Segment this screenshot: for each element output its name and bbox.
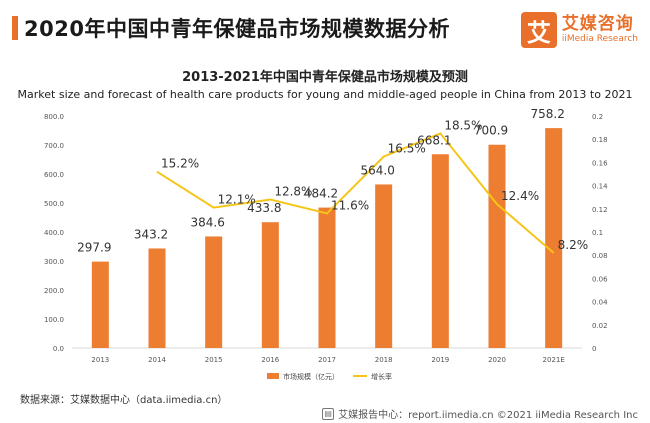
bar bbox=[91, 261, 109, 348]
x-tick-label: 2020 bbox=[488, 356, 506, 364]
bar-value-label: 343.2 bbox=[134, 227, 168, 241]
bar bbox=[431, 154, 449, 348]
bar bbox=[375, 184, 393, 348]
x-tick-label: 2016 bbox=[261, 356, 279, 364]
bar bbox=[148, 248, 166, 348]
bar-value-label: 297.9 bbox=[77, 241, 111, 255]
footer-text: 艾媒报告中心：report.iimedia.cn ©2021 iiMedia R… bbox=[338, 410, 638, 421]
bar-value-label: 700.9 bbox=[474, 124, 508, 138]
logo-name-en: iiMedia Research bbox=[561, 34, 638, 44]
brand-logo: 艾 艾媒咨询 iiMedia Research bbox=[520, 12, 638, 48]
y-left-tick-label: 300.0 bbox=[44, 258, 64, 266]
growth-value-label: 16.5% bbox=[388, 142, 426, 156]
y-right-tick-label: 0.18 bbox=[592, 136, 608, 144]
growth-value-label: 11.6% bbox=[331, 198, 369, 212]
growth-value-label: 8.2% bbox=[558, 238, 589, 252]
y-right-tick-label: 0.2 bbox=[592, 113, 603, 121]
y-right-tick-label: 0.16 bbox=[592, 159, 608, 167]
y-right-tick-label: 0.14 bbox=[592, 183, 608, 191]
growth-value-label: 18.5% bbox=[444, 118, 482, 132]
page-title: 2020年中国中青年保健品市场规模数据分析 bbox=[24, 17, 450, 41]
y-right-tick-label: 0.08 bbox=[592, 252, 608, 260]
y-right-tick-label: 0.04 bbox=[592, 299, 608, 307]
y-right-tick-label: 0.12 bbox=[592, 206, 608, 214]
bar bbox=[205, 236, 223, 348]
growth-line bbox=[156, 132, 555, 254]
logo-icon: 艾 bbox=[520, 12, 557, 48]
data-source: 数据来源：艾媒数据中心（data.iimedia.cn） bbox=[20, 395, 228, 406]
logo-name: 艾媒咨询 bbox=[561, 14, 634, 34]
bar bbox=[488, 144, 506, 348]
chart-subtitle: Market size and forecast of health care … bbox=[17, 88, 633, 101]
x-tick-label: 2014 bbox=[148, 356, 166, 364]
y-right-tick-label: 0.06 bbox=[592, 275, 608, 283]
y-left-tick-label: 500.0 bbox=[44, 200, 64, 208]
bar bbox=[261, 222, 279, 348]
bar-value-label: 484.2 bbox=[304, 187, 338, 201]
bar-value-label: 668.1 bbox=[417, 133, 451, 147]
legend-line-label: 增长率 bbox=[371, 372, 392, 381]
legend-bar-swatch bbox=[267, 373, 279, 379]
y-right-tick-label: 0.02 bbox=[592, 322, 608, 330]
growth-value-label: 12.4% bbox=[501, 189, 539, 203]
x-tick-label: 2021E bbox=[543, 356, 565, 364]
y-right-tick-label: 0 bbox=[592, 345, 596, 353]
growth-value-label: 12.1% bbox=[218, 193, 256, 207]
y-right-tick-label: 0.1 bbox=[592, 229, 603, 237]
growth-value-label: 15.2% bbox=[161, 157, 199, 171]
y-left-tick-label: 100.0 bbox=[44, 316, 64, 324]
bar-value-label: 384.6 bbox=[190, 215, 224, 229]
x-tick-label: 2017 bbox=[318, 356, 336, 364]
x-tick-label: 2015 bbox=[205, 356, 223, 364]
bar-value-label: 564.0 bbox=[360, 163, 394, 177]
bar bbox=[318, 207, 336, 348]
report-icon: ▤ bbox=[322, 407, 335, 420]
title-accent-bar bbox=[12, 16, 18, 40]
y-left-tick-label: 400.0 bbox=[44, 229, 64, 237]
x-tick-label: 2013 bbox=[91, 356, 109, 364]
y-left-tick-label: 0.0 bbox=[53, 345, 64, 353]
y-left-tick-label: 700.0 bbox=[44, 142, 64, 150]
legend-bar-label: 市场规模（亿元） bbox=[283, 372, 339, 381]
bar-value-label: 433.8 bbox=[247, 201, 281, 215]
y-left-tick-label: 800.0 bbox=[44, 113, 64, 121]
x-tick-label: 2018 bbox=[375, 356, 393, 364]
footer-credit: ▤ 艾媒报告中心：report.iimedia.cn ©2021 iiMedia… bbox=[322, 406, 638, 421]
x-tick-label: 2019 bbox=[431, 356, 449, 364]
growth-value-label: 12.8% bbox=[274, 185, 312, 199]
y-left-tick-label: 200.0 bbox=[44, 287, 64, 295]
bar bbox=[545, 128, 563, 348]
chart-title: 2013-2021年中国中青年保健品市场规模及预测 bbox=[182, 70, 468, 85]
y-left-tick-label: 600.0 bbox=[44, 171, 64, 179]
bar-value-label: 758.2 bbox=[530, 107, 564, 121]
